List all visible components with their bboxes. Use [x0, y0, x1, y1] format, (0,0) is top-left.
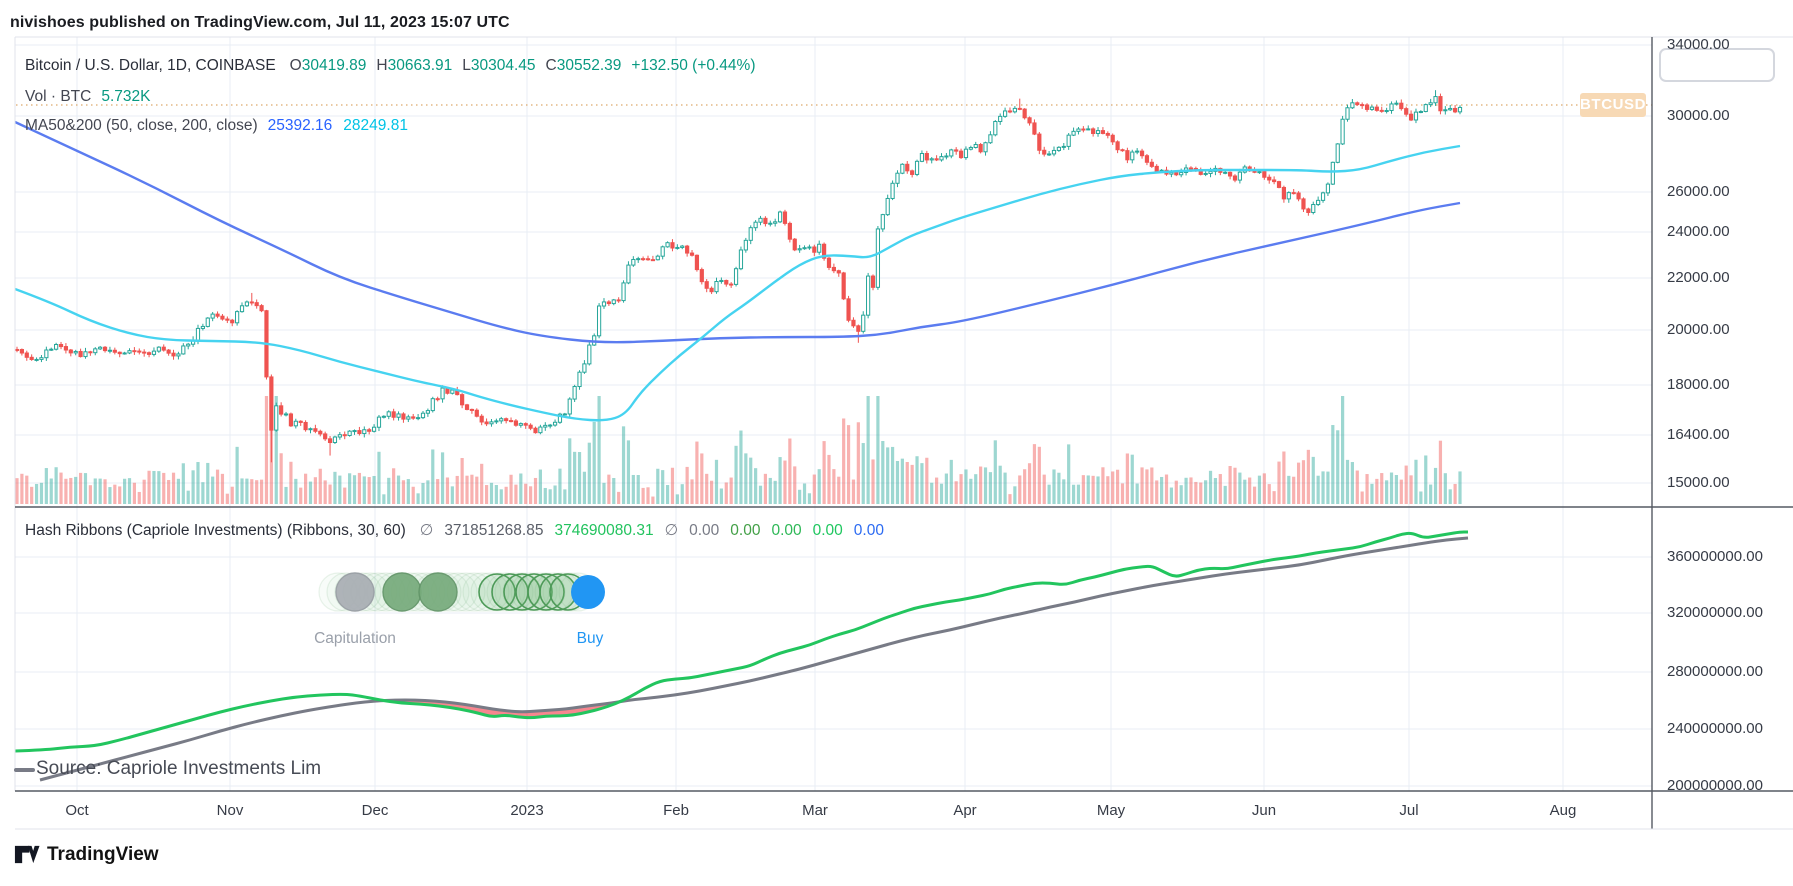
- hash-primary-values: 371851268.85 374690080.31: [444, 522, 664, 539]
- tradingview-brand-text: TradingView: [47, 843, 159, 865]
- ohlc-values: O30419.89 H30663.91 L30304.45 C30552.39: [290, 57, 632, 74]
- hash-zero-2: 0.00: [771, 522, 802, 539]
- ma-values: 25392.16 28249.81: [268, 117, 419, 134]
- candlesticks: [14, 90, 1463, 463]
- average-symbol-2: ∅: [664, 522, 679, 539]
- capitulation-circle: [382, 572, 422, 612]
- ma-legend: MA50&200 (50, close, 200, close) 25392.16…: [25, 117, 419, 136]
- ribbon-line-swatch: [14, 768, 35, 772]
- hash-rate-green-line: [14, 530, 1468, 753]
- signal-band-circle: [510, 572, 550, 612]
- tradingview-attribution[interactable]: TradingView: [13, 841, 159, 868]
- signal-band-circle: [462, 572, 502, 612]
- symbol-legend: Bitcoin / U.S. Dollar, 1D, COINBASE O3041…: [25, 57, 755, 76]
- volume-bars: [15, 396, 1462, 504]
- volume-value: 5.732K: [101, 88, 151, 105]
- signal-band-circle: [486, 572, 526, 612]
- ma-value-0: 25392.16: [267, 117, 333, 134]
- hash-zero-0: 0.00: [689, 522, 720, 539]
- publish-caption: nivishoes published on TradingView.com, …: [10, 14, 510, 31]
- ohlc-l: L30304.45: [462, 57, 536, 74]
- signal-band-circle: [518, 572, 558, 612]
- signal-band-circle: [494, 572, 534, 612]
- ma50-line: [14, 144, 1461, 422]
- hash-value-1: 374690080.31: [554, 522, 654, 539]
- ohlc-c: C30552.39: [545, 57, 622, 74]
- symbol-title: Bitcoin / U.S. Dollar, 1D, COINBASE: [25, 57, 276, 74]
- ma-label: MA50&200 (50, close, 200, close): [25, 117, 258, 134]
- volume-legend: Vol · BTC 5.732K: [25, 88, 150, 107]
- hash-zero-4: 0.00: [853, 522, 884, 539]
- hash-rate-gray-line: [39, 536, 1469, 782]
- signal-band-circle: [470, 572, 510, 612]
- buy-setup-circle: [527, 573, 565, 611]
- ma-value-1: 28249.81: [343, 117, 408, 134]
- capitulation-fill: [388, 700, 616, 718]
- average-symbol: ∅: [419, 522, 434, 539]
- capitulation-circle: [335, 572, 375, 612]
- hash-zero-3: 0.00: [812, 522, 843, 539]
- capitulation-circle: [418, 572, 458, 612]
- buy-label: Buy: [576, 630, 604, 647]
- buy-signal-circle: [571, 575, 605, 609]
- hash-value-0: 371851268.85: [444, 522, 544, 539]
- price-label-box: [1659, 48, 1775, 82]
- hash-ribbons-legend: Hash Ribbons (Capriole Investments) (Rib…: [25, 521, 895, 540]
- ohlc-o: O30419.89: [289, 57, 367, 74]
- tradingview-logo-icon: [14, 845, 40, 864]
- change-value: +132.50 (+0.44%): [631, 57, 756, 74]
- hash-zero-values: 0.00 0.00 0.00 0.00 0.00: [689, 522, 895, 539]
- ma200-line: [14, 120, 1461, 344]
- hash-ribbons-title: Hash Ribbons (Capriole Investments) (Rib…: [25, 522, 406, 539]
- source-note: Source: Capriole Investments Lim: [36, 758, 322, 779]
- volume-label: Vol · BTC: [25, 88, 92, 105]
- capitulation-label: Capitulation: [314, 630, 396, 647]
- ohlc-h: H30663.91: [376, 57, 453, 74]
- hash-zero-1: 0.00: [730, 522, 761, 539]
- symbol-watermark-badge: BTCUSD: [1580, 93, 1646, 117]
